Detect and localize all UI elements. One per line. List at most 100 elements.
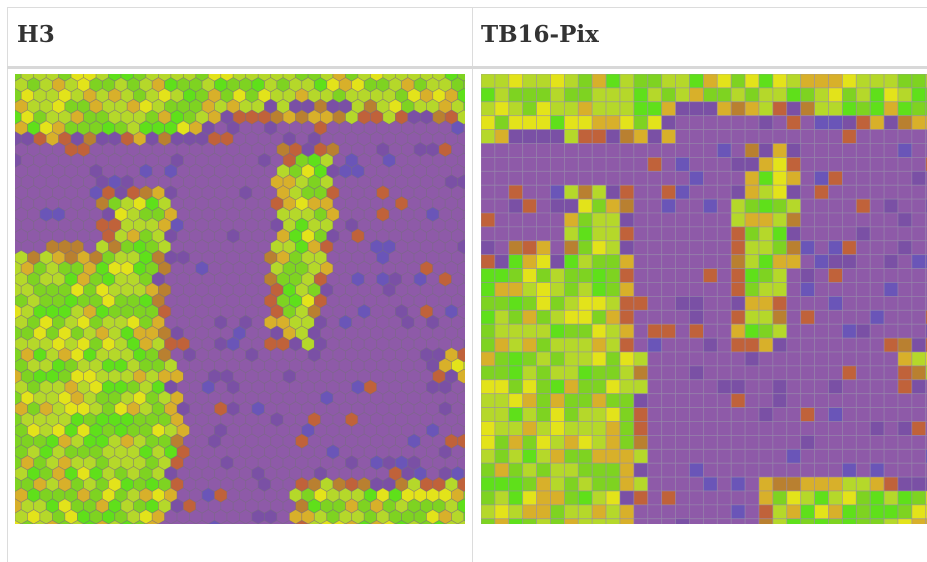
grid-cell <box>911 184 927 200</box>
grid-cell <box>925 504 927 520</box>
grid-cell <box>744 240 760 256</box>
grid-cell <box>633 407 649 422</box>
grid-cell <box>828 490 843 506</box>
grid-cell <box>786 170 802 186</box>
grid-cell <box>758 379 774 395</box>
column-divider <box>472 7 473 562</box>
grid-cell <box>661 323 676 339</box>
grid-cell <box>605 254 621 269</box>
grid-cell <box>814 407 829 422</box>
grid-cell <box>744 309 760 325</box>
grid-cell <box>550 365 565 381</box>
grid-cell <box>577 323 593 339</box>
grid-cell <box>800 157 816 172</box>
grid-cell <box>855 476 871 492</box>
grid-cell <box>675 157 690 172</box>
grid-cell <box>661 254 676 269</box>
grid-cell <box>883 240 899 256</box>
grid-cell <box>716 393 732 409</box>
grid-cell <box>481 268 496 283</box>
grid-cell <box>758 129 774 144</box>
grid-cell <box>828 504 843 520</box>
grid-cell <box>564 198 579 214</box>
grid-cell <box>619 323 635 339</box>
grid-cell <box>508 476 524 492</box>
grid-cell <box>828 351 843 367</box>
grid-cell <box>758 434 774 450</box>
grid-cell <box>675 268 690 283</box>
grid-cell <box>577 282 593 297</box>
grid-cell <box>661 421 676 436</box>
grid-cell <box>814 476 829 492</box>
grid-cell <box>841 323 857 339</box>
grid-cell <box>619 434 635 450</box>
grid-cell <box>481 448 496 464</box>
grid-cell <box>564 254 579 269</box>
grid-cell <box>772 462 788 478</box>
grid-cell <box>814 518 829 524</box>
grid-cell <box>508 129 524 144</box>
grid-cell <box>702 351 718 367</box>
grid-cell <box>897 490 913 506</box>
grid-cell <box>702 87 718 103</box>
grid-cell <box>577 490 593 506</box>
grid-cell <box>730 129 746 144</box>
grid-cell <box>605 407 621 422</box>
grid-cell <box>869 379 885 395</box>
grid-cell <box>605 393 621 409</box>
grid-cell <box>911 74 927 89</box>
grid-cell <box>702 268 718 283</box>
grid-cell <box>577 295 593 311</box>
grid-cell <box>619 295 635 311</box>
grid-cell <box>689 170 704 186</box>
grid-cell <box>883 351 899 367</box>
grid-cell <box>605 448 621 464</box>
grid-cell <box>675 226 690 242</box>
grid-cell <box>481 379 496 395</box>
grid-cell <box>702 282 718 297</box>
grid-cell <box>744 504 760 520</box>
grid-cell <box>619 143 635 158</box>
grid-cell <box>508 407 524 422</box>
grid-cell <box>730 212 746 228</box>
grid-cell <box>647 295 663 311</box>
grid-cell <box>702 476 718 492</box>
grid-cell <box>522 157 538 172</box>
grid-cell <box>855 490 871 506</box>
grid-cell <box>883 87 899 103</box>
grid-cell <box>550 268 565 283</box>
grid-cell <box>911 462 927 478</box>
grid-cell <box>494 212 510 228</box>
grid-cell <box>536 226 551 242</box>
grid-cell <box>605 240 621 256</box>
grid-cell <box>925 184 927 200</box>
grid-cell <box>633 462 649 478</box>
grid-cell <box>925 240 927 256</box>
hex-cell <box>183 519 197 524</box>
grid-cell <box>536 115 551 131</box>
grid-cell <box>772 379 788 395</box>
grid-cell <box>702 434 718 450</box>
grid-cell <box>633 323 649 339</box>
grid-cell <box>702 323 718 339</box>
grid-cell <box>522 379 538 395</box>
grid-cell <box>828 87 843 103</box>
grid-cell <box>536 379 551 395</box>
grid-cell <box>577 407 593 422</box>
grid-cell <box>522 170 538 186</box>
grid-cell <box>522 129 538 144</box>
grid-cell <box>883 198 899 214</box>
grid-cell <box>897 295 913 311</box>
grid-cell <box>494 198 510 214</box>
grid-cell <box>841 351 857 367</box>
grid-cell <box>730 379 746 395</box>
grid-cell <box>716 157 732 172</box>
grid-cell <box>800 282 816 297</box>
grid-cell <box>911 170 927 186</box>
grid-cell <box>883 101 899 117</box>
grid-cell <box>841 240 857 256</box>
grid-cell <box>647 184 663 200</box>
grid-cell <box>508 518 524 524</box>
grid-cell <box>494 421 510 436</box>
grid-cell <box>508 351 524 367</box>
